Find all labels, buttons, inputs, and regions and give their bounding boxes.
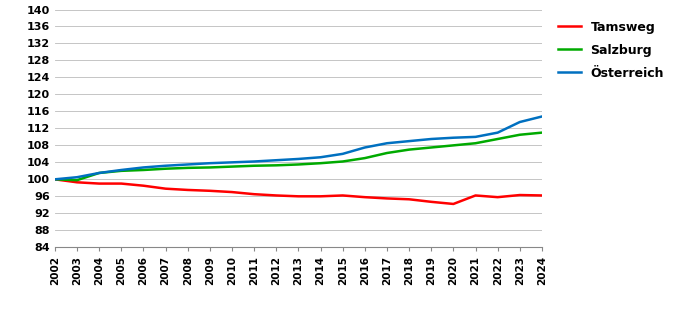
Tamsweg xyxy=(383,197,391,200)
Salzburg xyxy=(95,171,104,175)
Salzburg xyxy=(316,161,324,165)
Österreich xyxy=(493,131,501,134)
Salzburg xyxy=(516,133,524,137)
Tamsweg xyxy=(427,200,436,204)
Salzburg xyxy=(538,131,546,134)
Österreich xyxy=(206,161,214,165)
Tamsweg xyxy=(272,194,281,197)
Salzburg xyxy=(405,148,413,152)
Österreich xyxy=(339,152,347,156)
Österreich xyxy=(516,120,524,124)
Tamsweg xyxy=(139,184,147,188)
Line: Tamsweg: Tamsweg xyxy=(55,179,542,204)
Salzburg xyxy=(161,167,169,171)
Salzburg xyxy=(51,178,59,181)
Salzburg xyxy=(339,159,347,163)
Österreich xyxy=(228,160,236,164)
Tamsweg xyxy=(206,189,214,193)
Line: Österreich: Österreich xyxy=(55,117,542,179)
Salzburg xyxy=(471,141,480,145)
Tamsweg xyxy=(294,194,303,198)
Österreich xyxy=(73,175,81,179)
Tamsweg xyxy=(361,195,369,199)
Österreich xyxy=(471,135,480,139)
Salzburg xyxy=(206,165,214,169)
Tamsweg xyxy=(538,194,546,197)
Österreich xyxy=(538,115,546,119)
Tamsweg xyxy=(228,190,236,194)
Tamsweg xyxy=(339,194,347,197)
Salzburg xyxy=(250,164,258,168)
Tamsweg xyxy=(51,178,59,181)
Tamsweg xyxy=(73,180,81,184)
Österreich xyxy=(51,178,59,181)
Salzburg xyxy=(294,163,303,166)
Österreich xyxy=(361,146,369,149)
Österreich xyxy=(272,158,281,162)
Tamsweg xyxy=(471,194,480,197)
Österreich xyxy=(383,141,391,145)
Tamsweg xyxy=(316,194,324,198)
Österreich xyxy=(139,165,147,169)
Salzburg xyxy=(228,165,236,169)
Österreich xyxy=(316,155,324,159)
Salzburg xyxy=(449,144,458,147)
Salzburg xyxy=(139,168,147,172)
Salzburg xyxy=(184,166,192,170)
Tamsweg xyxy=(161,187,169,191)
Line: Salzburg: Salzburg xyxy=(55,133,542,180)
Österreich xyxy=(294,157,303,161)
Tamsweg xyxy=(516,193,524,197)
Tamsweg xyxy=(493,195,501,199)
Österreich xyxy=(184,163,192,166)
Österreich xyxy=(427,137,436,141)
Österreich xyxy=(405,139,413,143)
Salzburg xyxy=(427,146,436,149)
Österreich xyxy=(117,168,126,172)
Salzburg xyxy=(493,137,501,141)
Tamsweg xyxy=(405,197,413,201)
Tamsweg xyxy=(117,182,126,185)
Österreich xyxy=(95,171,104,175)
Österreich xyxy=(449,136,458,139)
Salzburg xyxy=(73,178,81,182)
Österreich xyxy=(250,159,258,163)
Tamsweg xyxy=(184,188,192,192)
Tamsweg xyxy=(449,202,458,206)
Tamsweg xyxy=(250,192,258,196)
Salzburg xyxy=(361,156,369,160)
Salzburg xyxy=(383,151,391,155)
Legend: Tamsweg, Salzburg, Österreich: Tamsweg, Salzburg, Österreich xyxy=(553,16,669,85)
Salzburg xyxy=(272,164,281,167)
Tamsweg xyxy=(95,182,104,185)
Salzburg xyxy=(117,169,126,173)
Österreich xyxy=(161,164,169,168)
